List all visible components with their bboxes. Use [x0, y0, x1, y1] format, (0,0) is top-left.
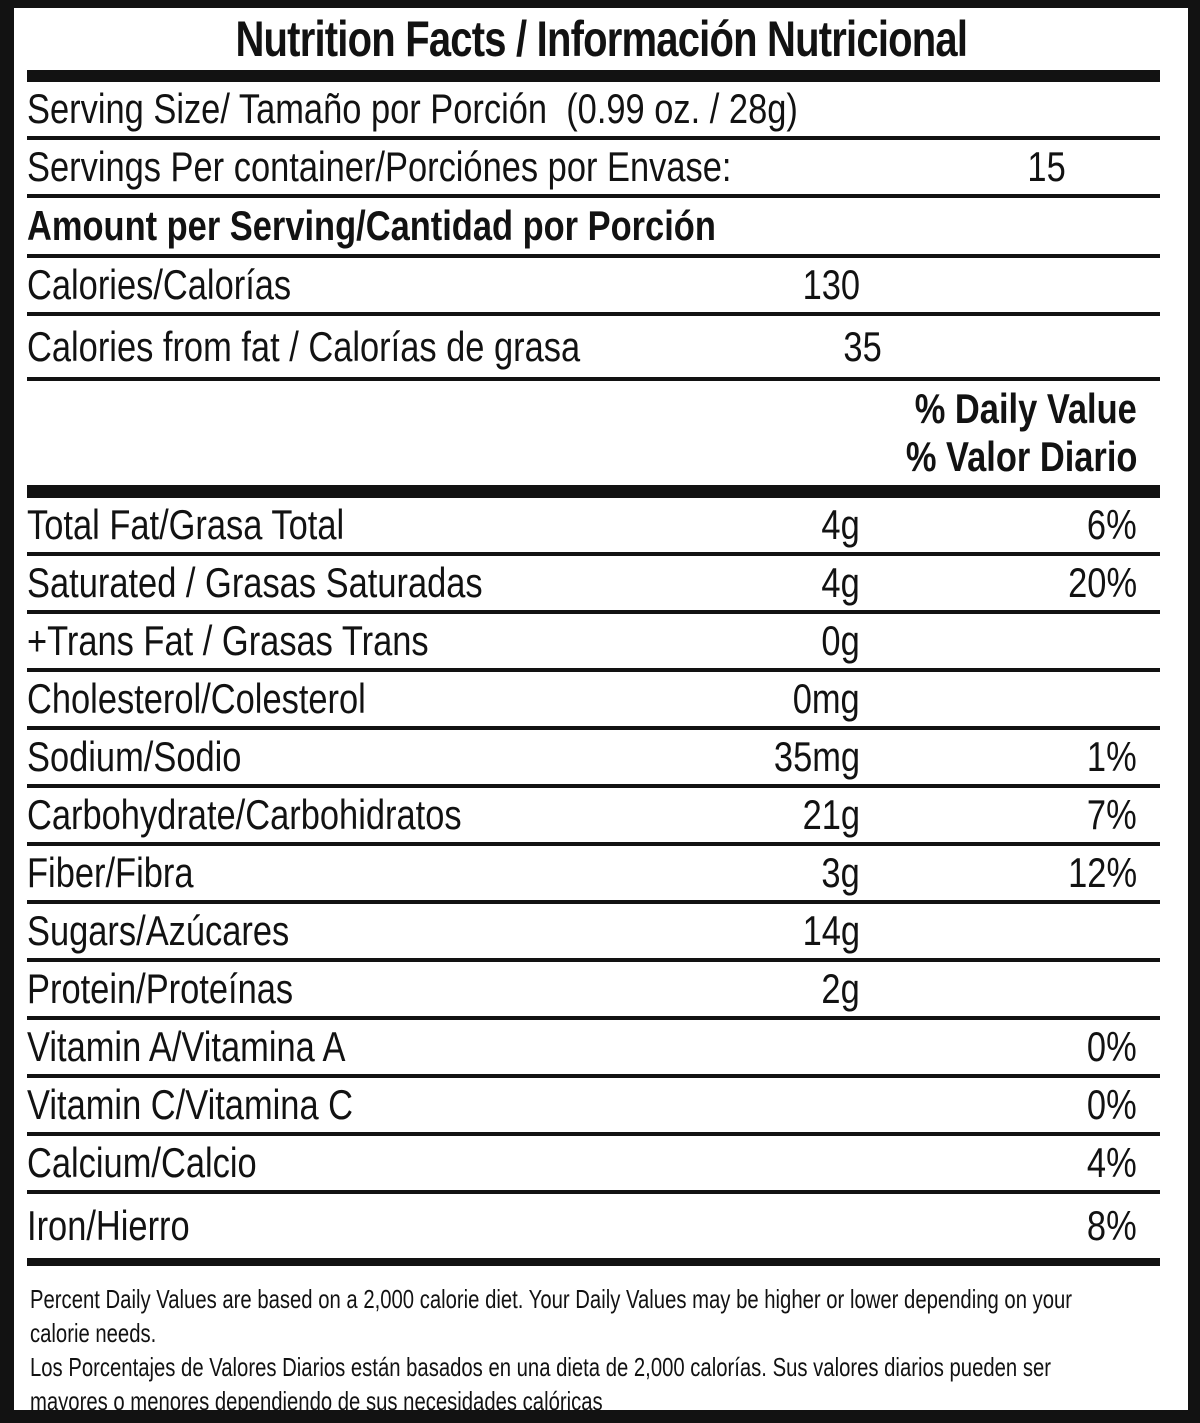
servings-per-container-value: 15	[1027, 143, 1067, 190]
row-vitamin-a: Vitamin A/Vitamina A 0%	[27, 1020, 1160, 1078]
row-cholesterol: Cholesterol/Colesterol 0mg	[27, 672, 1160, 730]
row-sugars: Sugars/Azúcares 14g	[27, 904, 1160, 962]
nutrient-amount: 4g	[821, 559, 860, 606]
row-fiber: Fiber/Fibra 3g 12%	[27, 846, 1160, 904]
row-protein: Protein/Proteínas 2g	[27, 962, 1160, 1020]
nutrient-amount: 21g	[802, 791, 860, 838]
calories-row: Calories/Calorías 130	[27, 258, 1160, 316]
nutrient-label: Saturated / Grasas Saturadas	[27, 559, 483, 606]
calories-value: 130	[802, 261, 860, 308]
servings-per-container-row: Servings Per container/Porciónes por Env…	[27, 140, 1160, 198]
footnote-line-en-1: Percent Daily Values are based on a 2,00…	[30, 1284, 1073, 1314]
nutrient-label: Sodium/Sodio	[27, 733, 242, 780]
nutrient-label: +Trans Fat / Grasas Trans	[27, 617, 429, 664]
nutrient-amount: 0mg	[793, 675, 860, 722]
nutrient-dv: 7%	[1087, 791, 1137, 838]
nutrient-label: Vitamin A/Vitamina A	[27, 1023, 346, 1070]
footnote: Percent Daily Values are based on a 2,00…	[14, 1266, 1188, 1416]
nutrient-dv: 1%	[1087, 733, 1137, 780]
nutrient-dv: 12%	[1068, 849, 1137, 896]
amount-per-serving-row: Amount per Serving/Cantidad por Porción	[27, 198, 1160, 258]
nutrient-amount: 2g	[821, 965, 860, 1012]
calories-from-fat-value: 35	[843, 322, 882, 370]
row-iron: Iron/Hierro 8%	[27, 1194, 1160, 1266]
nutrient-label: Sugars/Azúcares	[27, 907, 290, 954]
label-title: Nutrition Facts / Información Nutriciona…	[235, 11, 967, 67]
footnote-line-es-1: Los Porcentajes de Valores Diarios están…	[30, 1352, 1052, 1382]
nutrient-label: Calcium/Calcio	[27, 1139, 257, 1186]
row-total-fat: Total Fat/Grasa Total 4g 6%	[27, 498, 1160, 556]
calories-label: Calories/Calorías	[27, 261, 292, 308]
nutrient-amount: 4g	[821, 501, 860, 548]
nutrient-label: Carbohydrate/Carbohidratos	[27, 791, 462, 838]
daily-value-header-es: % Valor Diario	[905, 433, 1137, 480]
nutrient-dv: 8%	[1087, 1202, 1137, 1249]
daily-value-header-en: % Daily Value	[914, 385, 1137, 432]
nutrient-amount: 35mg	[773, 733, 860, 780]
footnote-line-en-2: calorie needs.	[30, 1318, 157, 1348]
nutrient-amount: 0g	[821, 617, 860, 664]
calories-from-fat-row: Calories from fat / Calorías de grasa 35	[27, 316, 1160, 381]
serving-size-row: Serving Size/ Tamaño por Porción (0.99 o…	[27, 82, 1160, 140]
label-header: Nutrition Facts / Información Nutriciona…	[14, 8, 1188, 70]
row-saturated-fat: Saturated / Grasas Saturadas 4g 20%	[27, 556, 1160, 614]
daily-value-header: % Daily Value % Valor Diario	[27, 381, 1160, 498]
servings-per-container-label: Servings Per container/Porciónes por Env…	[27, 143, 732, 190]
nutrient-dv: 0%	[1087, 1023, 1137, 1070]
row-vitamin-c: Vitamin C/Vitamina C 0%	[27, 1078, 1160, 1136]
nutrient-label: Cholesterol/Colesterol	[27, 675, 366, 722]
nutrient-dv: 20%	[1068, 559, 1137, 606]
nutrient-dv: 0%	[1087, 1081, 1137, 1128]
nutrient-amount: 14g	[802, 907, 860, 954]
serving-size-label: Serving Size/ Tamaño por Porción (0.99 o…	[27, 85, 798, 132]
nutrient-label: Vitamin C/Vitamina C	[27, 1081, 354, 1128]
nutrient-label: Total Fat/Grasa Total	[27, 501, 345, 548]
row-trans-fat: +Trans Fat / Grasas Trans 0g	[27, 614, 1160, 672]
row-sodium: Sodium/Sodio 35mg 1%	[27, 730, 1160, 788]
row-calcium: Calcium/Calcio 4%	[27, 1136, 1160, 1194]
nutrient-dv: 4%	[1087, 1139, 1137, 1186]
footnote-line-es-2: mayores o menores dependiendo de sus nec…	[30, 1386, 603, 1416]
nutrient-label: Protein/Proteínas	[27, 965, 294, 1012]
title-divider-bar	[27, 70, 1160, 82]
nutrient-label: Iron/Hierro	[27, 1202, 190, 1249]
row-carbohydrate: Carbohydrate/Carbohidratos 21g 7%	[27, 788, 1160, 846]
calories-from-fat-label: Calories from fat / Calorías de grasa	[27, 322, 581, 370]
amount-per-serving-label: Amount per Serving/Cantidad por Porción	[27, 202, 716, 249]
nutrient-dv: 6%	[1087, 501, 1137, 548]
nutrient-label: Fiber/Fibra	[27, 849, 194, 896]
nutrient-amount: 3g	[821, 849, 860, 896]
